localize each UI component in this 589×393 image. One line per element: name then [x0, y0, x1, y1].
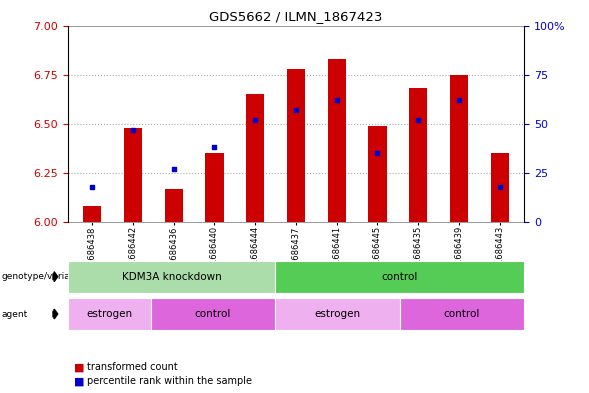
Bar	[409, 88, 428, 222]
Point	[413, 117, 423, 123]
Text: percentile rank within the sample: percentile rank within the sample	[87, 376, 252, 386]
Text: estrogen: estrogen	[315, 309, 360, 319]
Text: agent: agent	[1, 310, 28, 318]
Text: ■: ■	[74, 376, 84, 386]
Point	[292, 107, 301, 113]
Point	[495, 184, 504, 190]
Text: ■: ■	[74, 362, 84, 373]
Text: estrogen: estrogen	[86, 309, 133, 319]
Bar	[164, 189, 183, 222]
Point	[332, 97, 342, 103]
Text: genotype/variation: genotype/variation	[1, 272, 87, 281]
Point	[88, 184, 97, 190]
Bar	[83, 206, 101, 222]
Text: transformed count: transformed count	[87, 362, 177, 373]
Point	[128, 127, 138, 133]
Bar	[450, 75, 468, 222]
Bar	[124, 128, 142, 222]
Title: GDS5662 / ILMN_1867423: GDS5662 / ILMN_1867423	[209, 10, 383, 23]
Text: control: control	[382, 272, 418, 282]
Point	[373, 150, 382, 156]
Bar	[327, 59, 346, 222]
Point	[454, 97, 464, 103]
Bar	[246, 94, 264, 222]
Bar	[368, 126, 386, 222]
Bar	[491, 153, 509, 222]
Point	[210, 144, 219, 151]
Point	[250, 117, 260, 123]
Bar	[206, 153, 224, 222]
Bar	[287, 69, 305, 222]
Point	[169, 166, 178, 172]
Text: KDM3A knockdown: KDM3A knockdown	[121, 272, 221, 282]
Text: control: control	[444, 309, 480, 319]
Text: control: control	[195, 309, 231, 319]
